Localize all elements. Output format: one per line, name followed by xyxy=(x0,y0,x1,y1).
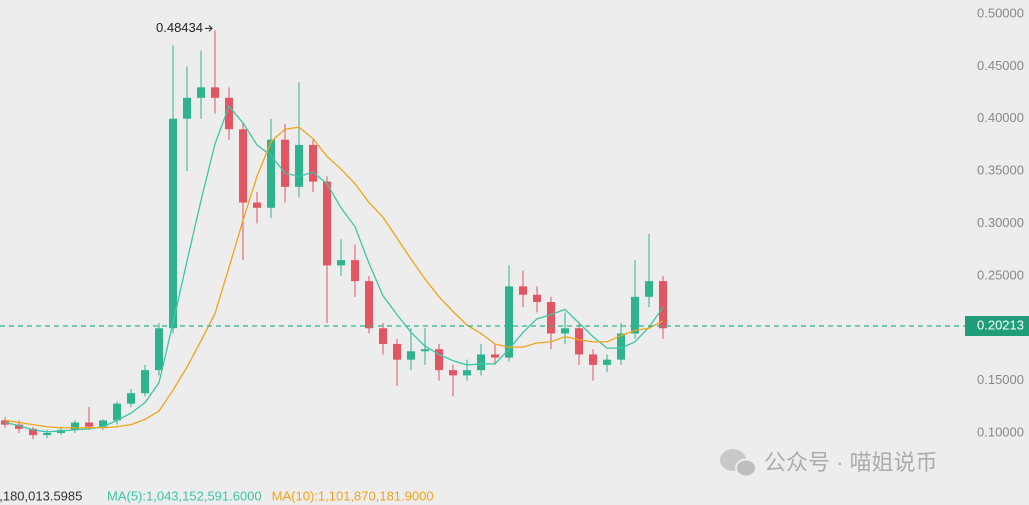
y-tick-label: 0.35000 xyxy=(977,163,1024,178)
y-tick-label: 0.15000 xyxy=(977,372,1024,387)
candle-body xyxy=(169,118,177,329)
candle-body xyxy=(281,139,289,187)
y-tick-label: 0.40000 xyxy=(977,110,1024,125)
y-tick-label: 0.30000 xyxy=(977,215,1024,230)
candle-body xyxy=(15,424,23,429)
candle-body xyxy=(43,433,51,436)
watermark: 公众号 · 喵姐说币 xyxy=(720,449,938,478)
candle-body xyxy=(239,129,247,203)
candle-body xyxy=(99,420,107,427)
candle-body xyxy=(211,87,219,98)
candle-body xyxy=(71,422,79,430)
candle-body xyxy=(463,370,471,376)
last-price-box xyxy=(965,316,1029,337)
y-tick-label: 0.50000 xyxy=(977,5,1024,20)
candle-body xyxy=(449,370,457,376)
candle-body xyxy=(225,97,233,130)
candle-body xyxy=(533,294,541,303)
candle-body xyxy=(113,403,121,421)
candle-body xyxy=(561,328,569,334)
candle-body xyxy=(155,328,163,371)
candle-body xyxy=(659,281,667,329)
candle-body xyxy=(477,354,485,371)
candle-body xyxy=(575,328,583,355)
volume-label: 5,180,013.5985 xyxy=(0,488,82,503)
candle-body xyxy=(631,296,639,334)
candle-body xyxy=(127,393,135,404)
candle-body xyxy=(267,139,275,208)
candle-body xyxy=(407,351,415,360)
candle-body xyxy=(547,302,555,334)
candle-body xyxy=(29,428,37,436)
wechat-icon xyxy=(735,458,757,478)
candle-body xyxy=(491,354,499,358)
legend-entry: MA(5):1,043,152,591.6000 xyxy=(107,488,262,503)
ma-line xyxy=(4,126,664,429)
high-label: 0.48434 xyxy=(156,20,203,35)
candle-body xyxy=(309,144,317,182)
candle-body xyxy=(365,281,373,329)
candle-body xyxy=(645,281,653,297)
candle-body xyxy=(141,370,149,394)
legend-entry: MA(10):1,101,870,181.9000 xyxy=(272,488,434,503)
candle-body xyxy=(393,343,401,360)
candle-body xyxy=(379,328,387,344)
candle-body xyxy=(519,286,527,295)
candle-body xyxy=(197,87,205,98)
candle-body xyxy=(337,260,345,266)
y-tick-label: 0.25000 xyxy=(977,267,1024,282)
high-arrow xyxy=(205,25,213,32)
candle-body xyxy=(253,202,261,208)
last-price-label: 0.20213 xyxy=(977,317,1024,332)
ma-line xyxy=(4,104,664,433)
candle-body xyxy=(435,349,443,371)
candle-body xyxy=(421,349,429,352)
candle-body xyxy=(351,260,359,282)
y-tick-label: 0.10000 xyxy=(977,424,1024,439)
candle-body xyxy=(295,144,303,187)
watermark-text: 公众号 · 喵姐说币 xyxy=(764,450,938,475)
candle-body xyxy=(617,333,625,360)
candle-body xyxy=(589,354,597,365)
candle-body xyxy=(323,181,331,266)
candle-body xyxy=(85,422,93,427)
candle-body xyxy=(603,359,611,365)
y-tick-label: 0.45000 xyxy=(977,58,1024,73)
candle-body xyxy=(183,97,191,119)
candle-body xyxy=(505,286,513,358)
